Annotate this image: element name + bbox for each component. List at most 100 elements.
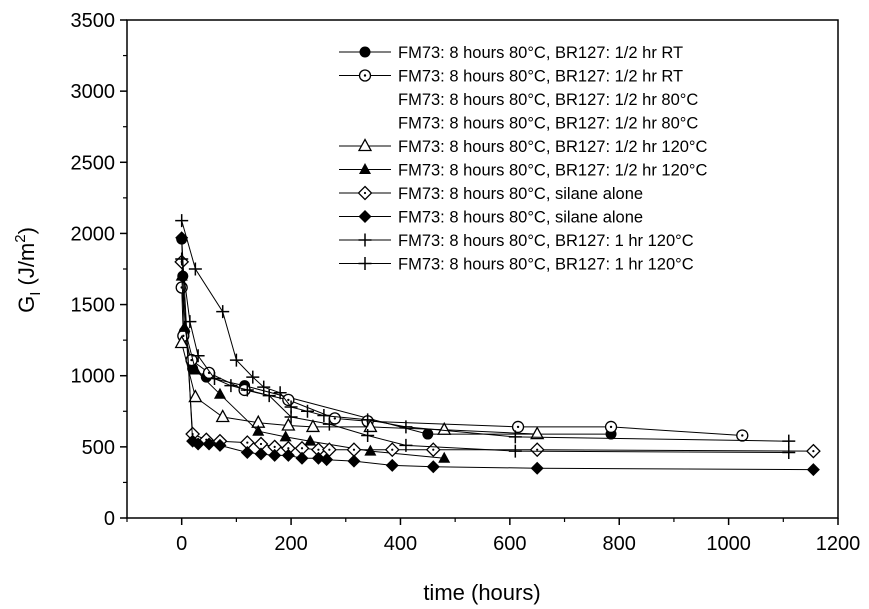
x-tick-label: 1000 (706, 533, 751, 555)
data-point (399, 420, 413, 434)
legend-marker (358, 257, 372, 270)
legend-label: FM73: 8 hours 80°C, BR127: 1 hr 120°C (398, 256, 694, 274)
plot-frame (126, 19, 839, 519)
y-tick-label: 3500 (71, 10, 116, 32)
x-tick-label: 0 (176, 533, 187, 555)
legend-item: FM73: 8 hours 80°C, BR127: 1/2 hr 120°C (339, 162, 708, 180)
series-7 (175, 231, 820, 477)
legend-item: FM73: 8 hours 80°C, BR127: 1 hr 120°C (339, 232, 694, 250)
data-point (213, 438, 227, 452)
data-point (191, 437, 205, 451)
y-axis-title-unit-close: ) (14, 227, 39, 234)
data-point (530, 461, 544, 475)
data-point (320, 453, 334, 467)
data-point (384, 442, 400, 458)
data-point (322, 417, 336, 431)
data-point (317, 409, 331, 423)
data-point (213, 387, 226, 399)
data-point (273, 386, 287, 400)
data-point (311, 451, 325, 465)
data-point (188, 262, 202, 276)
x-tick-label: 1200 (816, 533, 861, 555)
data-point (284, 410, 298, 424)
data-point (604, 420, 618, 434)
data-point (437, 421, 452, 435)
legend-marker (358, 69, 372, 82)
data-point (191, 349, 205, 363)
y-tick-label: 2500 (71, 152, 116, 174)
data-point (240, 383, 254, 397)
legend-label: FM73: 8 hours 80°C, BR127: 1/2 hr 120°C (398, 138, 708, 156)
y-axis-title-main: G (14, 296, 39, 313)
series-9 (175, 252, 796, 460)
data-point (183, 315, 197, 329)
y-axis: 0 500 1000 1500 2000 2500 3000 3500 (71, 10, 127, 530)
series-8 (175, 214, 796, 448)
data-point (508, 444, 522, 458)
legend-label: FM73: 8 hours 80°C, BR127: 1/2 hr 80°C (398, 115, 698, 133)
series-4 (174, 335, 545, 440)
legend-item: FM73: 8 hours 80°C, BR127: 1/2 hr RT (339, 44, 683, 62)
x-tick-label: 200 (274, 533, 307, 555)
data-point (175, 252, 189, 266)
data-point (281, 448, 295, 462)
legend-item: FM73: 8 hours 80°C, BR127: 1/2 hr RT (339, 68, 683, 86)
data-point (422, 428, 434, 440)
data-point (240, 446, 254, 460)
x-axis-title: time (hours) (423, 580, 540, 605)
x-axis: 0 200 400 600 800 1000 1200 (126, 518, 861, 555)
data-point (175, 214, 189, 228)
data-point (511, 420, 525, 434)
data-point (215, 409, 230, 423)
data-point (361, 428, 375, 442)
data-point (262, 389, 276, 403)
data-point (188, 389, 203, 403)
data-point (385, 458, 399, 472)
legend-label: FM73: 8 hours 80°C, silane alone (398, 185, 643, 203)
data-point (805, 443, 821, 459)
legend-label: FM73: 8 hours 80°C, BR127: 1/2 hr 80°C (398, 91, 698, 109)
y-axis-title: GI (J/m2) (12, 227, 44, 313)
data-point (252, 424, 265, 436)
x-tick-label: 600 (493, 533, 526, 555)
data-point (229, 353, 243, 367)
data-point (174, 335, 189, 349)
data-point (279, 430, 292, 442)
data-point (347, 454, 361, 468)
data-point (438, 451, 451, 463)
data-point (178, 320, 191, 332)
data-point (202, 437, 216, 451)
data-point (224, 379, 238, 393)
legend-label: FM73: 8 hours 80°C, BR127: 1/2 hr 120°C (398, 162, 708, 180)
data-point (782, 446, 796, 460)
legend-marker (359, 163, 371, 174)
y-tick-label: 0 (104, 508, 115, 530)
data-point (257, 380, 271, 394)
data-point (246, 370, 260, 384)
data-point (295, 451, 309, 465)
data-point (736, 429, 749, 442)
legend-item: FM73: 8 hours 80°C, BR127: 1 hr 120°C (339, 256, 694, 274)
legend-item: FM73: 8 hours 80°C, BR127: 1/2 hr 120°C (339, 138, 708, 156)
data-point (782, 434, 796, 448)
data-point (399, 438, 413, 452)
legend-marker (358, 233, 372, 247)
y-axis-title-unit: (J/m (14, 243, 39, 292)
series-layer (174, 214, 821, 477)
data-point (216, 305, 230, 319)
data-point (254, 447, 268, 461)
legend-item: FM73: 8 hours 80°C, BR127: 1/2 hr 80°C (398, 91, 698, 109)
legend-marker (358, 210, 372, 223)
data-point (529, 442, 545, 458)
y-tick-label: 3000 (71, 81, 116, 103)
data-point (304, 434, 317, 446)
data-point (208, 372, 222, 386)
y-tick-label: 1500 (71, 295, 116, 317)
y-tick-label: 2000 (71, 223, 116, 245)
legend-label: FM73: 8 hours 80°C, BR127: 1/2 hr RT (398, 68, 683, 86)
legend-label: FM73: 8 hours 80°C, BR127: 1/2 hr RT (398, 44, 683, 62)
data-point (806, 463, 820, 477)
legend: FM73: 8 hours 80°C, BR127: 1/2 hr RT FM73… (339, 44, 708, 274)
data-point (361, 413, 375, 427)
